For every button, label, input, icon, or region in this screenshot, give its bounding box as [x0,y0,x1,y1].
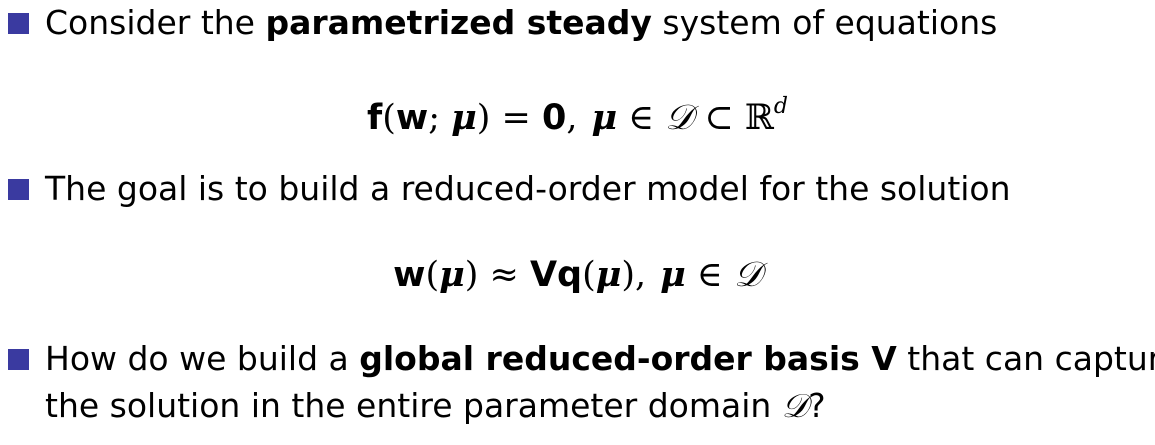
bullet-3-post: that can capture [896,339,1155,378]
bullet-square-icon [8,13,29,34]
eq1-in: ∈ [617,98,666,138]
bullet-text-1: Consider the parametrized steady system … [45,0,997,46]
eq1-semi: ; [428,98,452,138]
eq1-close: ) [476,98,491,138]
eq1-comma: , [566,98,578,138]
bullet-3-domain-symbol: 𝒟 [781,386,809,425]
eq1-f: f [366,98,383,138]
eq2-domain: 𝒟 [733,255,762,295]
bullet-3-pre: How do we build a [45,339,360,378]
bullet-square-icon [8,349,29,370]
equation-2: w(μ) ≈ Vq(μ), μ ∈ 𝒟 [0,250,1155,300]
bullet-1-pre: Consider the [45,3,266,42]
bullet-1-post: system of equations [651,3,998,42]
eq2-close: ) [464,255,479,295]
bullet-1-bold: parametrized steady [265,3,652,42]
eq2-mu2: μ [595,254,622,295]
eq1-domain: 𝒟 [665,98,694,138]
bullet-square-icon [8,179,29,200]
eq1-reals: ℝ [744,98,774,138]
bullet-3-line2-post: ? [808,386,826,425]
eq1-mu: μ [451,97,477,138]
eq1-exponent: d [773,94,788,119]
eq2-open: ( [425,255,440,295]
eq2-V: V [529,255,558,295]
eq2-in: ∈ [685,255,734,295]
equation-1: f(w; μ) = 0, μ ∈ 𝒟 ⊂ ℝd [0,82,1155,143]
bullet-text-3-line-1: How do we build a global reduced-order b… [45,336,1155,382]
eq1-open: ( [382,98,396,138]
eq1-w: w [395,98,429,138]
eq2-w: w [393,255,426,295]
bullet-3-bold: global reduced-order basis V [359,339,897,378]
eq1-eq: = [490,98,542,138]
eq1-zero: 0 [542,98,567,138]
eq1-mu2: μ [591,97,618,138]
eq2-mu: μ [439,254,465,295]
eq2-open2: ( [582,255,596,295]
eq2-mu3: μ [660,254,686,295]
bullet-text-2: The goal is to build a reduced-order mod… [45,169,1011,208]
eq2-close2: ), [621,255,647,295]
eq1-subset: ⊂ [693,98,745,138]
eq2-approx: ≈ [478,255,530,295]
bullet-text-3-line-2: the solution in the entire parameter dom… [45,383,826,429]
eq2-q: q [557,255,583,295]
bullet-3-line2-pre: the solution in the entire parameter dom… [45,386,782,425]
